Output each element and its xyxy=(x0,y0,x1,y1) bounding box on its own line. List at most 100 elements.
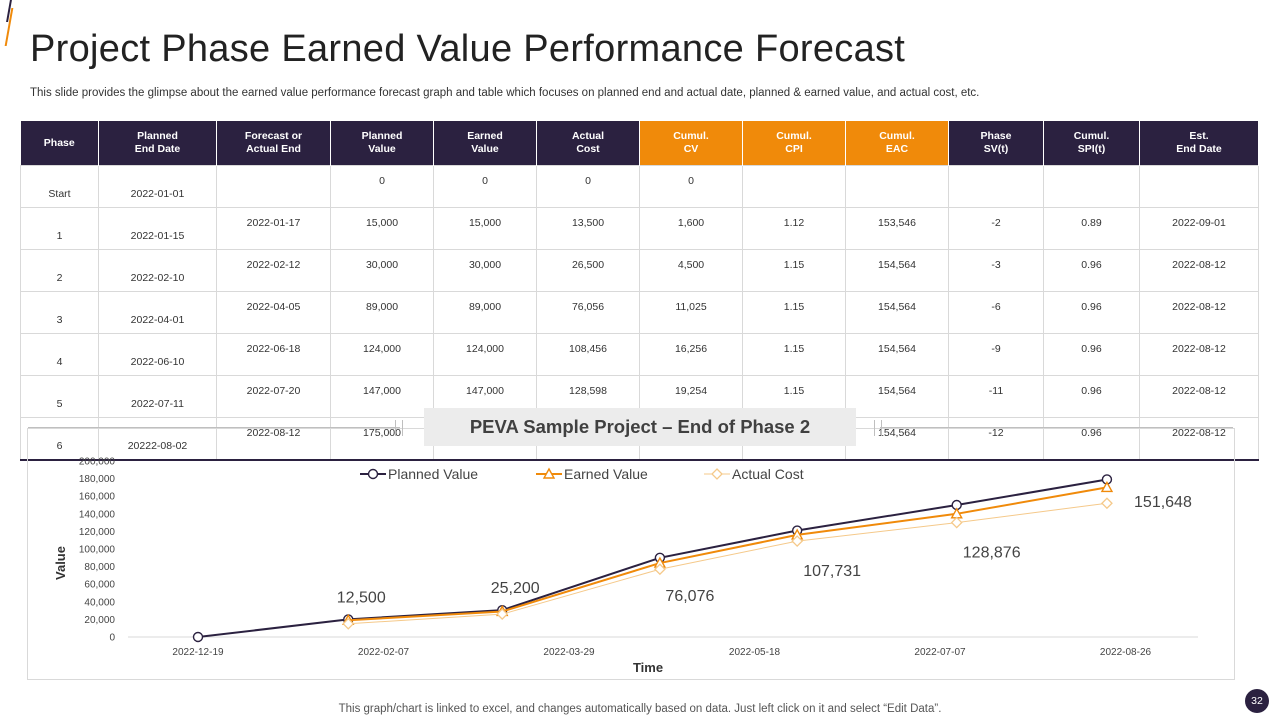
table-cell: 154,564 xyxy=(845,417,949,461)
legend-label: Actual Cost xyxy=(732,466,804,482)
table-cell: 6 xyxy=(20,417,99,461)
table-cell: 2022-09-01 xyxy=(1139,207,1259,250)
table-cell: 1.12 xyxy=(742,207,846,250)
legend-label: Earned Value xyxy=(564,466,648,482)
page-subtitle: This slide provides the glimpse about th… xyxy=(30,87,980,99)
y-tick-label: 80,000 xyxy=(84,562,115,573)
table-cell: -3 xyxy=(948,249,1044,292)
legend-marker xyxy=(367,468,379,480)
table-cell: 15,000 xyxy=(330,207,434,250)
x-tick-label: 2022-03-29 xyxy=(543,647,595,658)
chart-title-rule-tick xyxy=(402,420,403,436)
y-tick-label: 120,000 xyxy=(79,527,116,538)
table-cell: 2022-08-12 xyxy=(1139,417,1259,461)
column-header: Cumul. EAC xyxy=(845,121,949,166)
page-title: Project Phase Earned Value Performance F… xyxy=(30,28,906,70)
y-tick-label: 0 xyxy=(109,633,115,644)
table-row: 3 2022-04-01 2022-04-05 89,000 89,000 76,056 1… xyxy=(20,291,1259,334)
table-cell: 1 xyxy=(20,207,99,250)
column-header: Earned Value xyxy=(433,121,537,166)
table-row: 1 2022-01-15 2022-01-17 15,000 15,000 13,500 1… xyxy=(20,207,1259,250)
column-header: Planned Value xyxy=(330,121,434,166)
data-point xyxy=(791,535,804,547)
table-cell: -11 xyxy=(948,375,1044,418)
table-cell xyxy=(742,165,846,208)
y-tick-label: 20,000 xyxy=(84,615,115,626)
column-header: Actual Cost xyxy=(536,121,640,166)
chart-title-rule-left xyxy=(28,427,400,428)
y-tick-label: 40,000 xyxy=(84,597,115,608)
table-header-row: Phase Planned End Date Forecast or Actual … xyxy=(20,121,1259,166)
x-tick-label: 2022-08-26 xyxy=(1100,647,1152,658)
table-cell: 0.96 xyxy=(1043,375,1140,418)
legend-label: Planned Value xyxy=(388,466,478,482)
table-row: Start 2022-01-01 0 0 0 0 xyxy=(20,165,1259,208)
table-cell xyxy=(948,165,1044,208)
column-header: Forecast or Actual End xyxy=(216,121,331,166)
column-header: Phase SV(t) xyxy=(948,121,1044,166)
table-cell: 4 xyxy=(20,333,99,376)
column-header: Planned End Date xyxy=(98,121,217,166)
table-cell: 15,000 xyxy=(433,207,537,250)
table-cell: 5 xyxy=(20,375,99,418)
table-cell: 2022-08-12 xyxy=(1139,375,1259,418)
table-cell: 1.15 xyxy=(742,249,846,292)
x-tick-label: 2022-02-07 xyxy=(358,647,410,658)
chart-title-rule-tick xyxy=(395,420,396,436)
table-cell: 2022-08-12 xyxy=(216,417,331,461)
data-label: 107,731 xyxy=(803,563,861,580)
table-cell: 30,000 xyxy=(330,249,434,292)
column-header: Est. End Date xyxy=(1139,121,1259,166)
y-tick-label: 60,000 xyxy=(84,580,115,591)
table-cell: 2022-04-01 xyxy=(98,291,217,334)
table-cell: 1,600 xyxy=(639,207,743,250)
column-header: Cumul. CV xyxy=(639,121,743,166)
y-tick-label: 200,000 xyxy=(79,457,116,468)
table-cell: 0.96 xyxy=(1043,249,1140,292)
column-header: Cumul. SPI(t) xyxy=(1043,121,1140,166)
data-point xyxy=(342,617,355,630)
chart-title-rule-tick xyxy=(874,420,875,436)
table-cell: 0.96 xyxy=(1043,417,1140,461)
table-cell: 3 xyxy=(20,291,99,334)
x-tick-label: 2022-05-18 xyxy=(729,647,781,658)
y-tick-label: 100,000 xyxy=(79,545,116,556)
table-cell: 0.96 xyxy=(1043,291,1140,334)
table-cell: 2022-01-01 xyxy=(98,165,217,208)
x-tick-label: 2022-12-19 xyxy=(172,647,224,658)
table-row: 5 2022-07-11 2022-07-20 147,000 147,000 128,5… xyxy=(20,375,1259,418)
table-cell: 20222-08-02 xyxy=(98,417,217,461)
table-cell: 13,500 xyxy=(536,207,640,250)
table-cell: 2022-08-12 xyxy=(1139,249,1259,292)
column-header: Phase xyxy=(20,121,99,166)
table-cell: 2022-04-05 xyxy=(216,291,331,334)
chart-title-rule-right xyxy=(880,427,1233,428)
table-cell: 124,000 xyxy=(330,333,434,376)
chart-title-rule-tick xyxy=(881,420,882,436)
table-body: Start 2022-01-01 0 0 0 0 1 2022-01-15 2022-01-17… xyxy=(20,165,1259,461)
data-label: 25,200 xyxy=(491,580,540,597)
chart-title: PEVA Sample Project – End of Phase 2 xyxy=(424,408,856,446)
table-cell: -6 xyxy=(948,291,1044,334)
data-point xyxy=(192,631,204,643)
data-label: 76,076 xyxy=(665,588,714,605)
table-cell: 0 xyxy=(536,165,640,208)
table-cell: 2022-07-11 xyxy=(98,375,217,418)
table-cell: 2022-06-18 xyxy=(216,333,331,376)
x-axis-title: Time xyxy=(633,660,663,675)
data-label: 128,876 xyxy=(963,545,1021,562)
series-line-earned-value xyxy=(348,486,1108,622)
peva-table: Phase Planned End Date Forecast or Actual … xyxy=(20,121,1259,461)
table-cell: 108,456 xyxy=(536,333,640,376)
y-tick-label: 160,000 xyxy=(79,492,116,503)
y-axis-title: Value xyxy=(53,546,68,580)
table-cell: 0 xyxy=(330,165,434,208)
table-cell: 16,256 xyxy=(639,333,743,376)
table-cell: 154,564 xyxy=(845,375,949,418)
data-label: 151,648 xyxy=(1134,494,1192,511)
y-tick-label: 180,000 xyxy=(79,474,116,485)
series-line-actual-cost xyxy=(348,502,1108,625)
table-cell: 154,564 xyxy=(845,333,949,376)
data-point xyxy=(496,608,509,621)
